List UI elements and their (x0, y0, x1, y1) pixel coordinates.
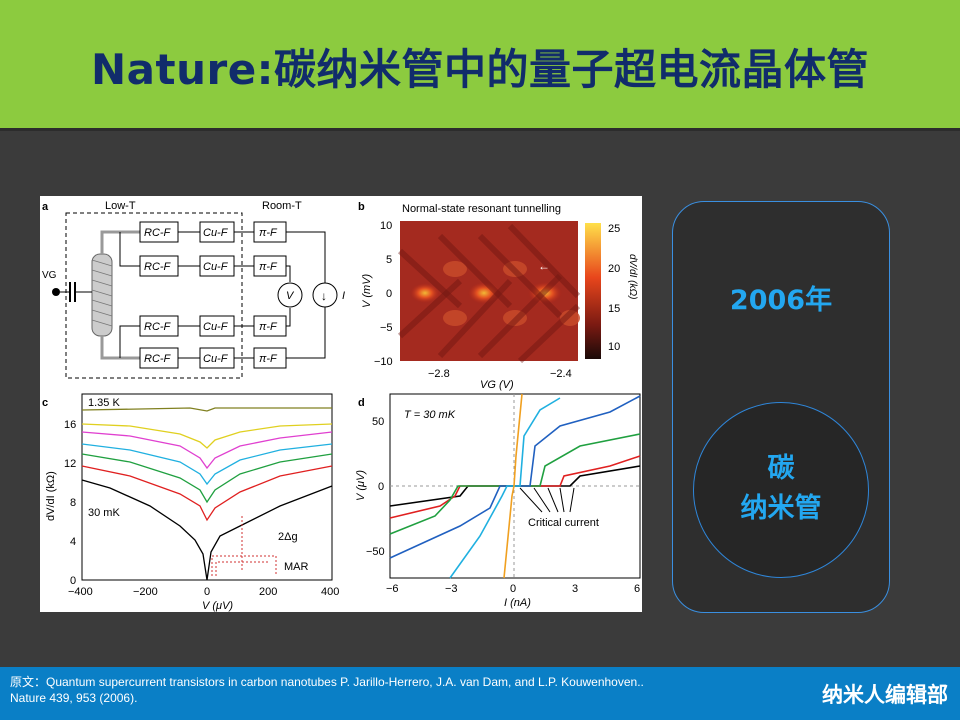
panel-c-frame (81, 393, 333, 581)
critical-current-label: Critical current (528, 517, 599, 529)
colorbar (585, 223, 601, 359)
citation: 原文：Quantum supercurrent transistors in c… (10, 674, 770, 706)
panel-b-xlabel: VG (V) (480, 379, 514, 391)
current-label: I (342, 290, 345, 302)
cu-label-2: Cu-F (203, 261, 229, 273)
cu-label-4: Cu-F (203, 353, 229, 365)
svg-text:16: 16 (64, 419, 76, 431)
svg-text:−2.8: −2.8 (428, 368, 450, 380)
panel-c-yticks: 16 12 8 4 0 (64, 419, 76, 587)
panel-d-temp: T = 30 mK (404, 409, 456, 421)
panel-d-xlabel: I (nA) (504, 597, 531, 609)
heatmap-arrow: ← (538, 259, 550, 273)
svg-text:−400: −400 (68, 586, 93, 598)
svg-text:12: 12 (64, 458, 76, 470)
figure-svg: a Low-T Room-T VG RC-F Cu-F π-F RC-F Cu-… (42, 200, 641, 612)
svg-text:50: 50 (372, 416, 384, 428)
panel-b-label: b (358, 201, 365, 213)
svg-text:−3: −3 (445, 583, 458, 595)
svg-text:3: 3 (572, 583, 578, 595)
panel-b-title: Normal-state resonant tunnelling (402, 203, 561, 215)
pi-label-3: π-F (259, 321, 278, 333)
panel-c-ylabel: dV/dI (kΩ) (45, 471, 57, 521)
svg-text:0: 0 (70, 575, 76, 587)
svg-text:−200: −200 (133, 586, 158, 598)
brand-label: 纳米人编辑部 (822, 683, 948, 707)
heatmap-blobs (397, 223, 581, 364)
panel-a-label: a (42, 201, 49, 213)
voltmeter-label: V (286, 290, 295, 302)
panel-c-curves (81, 407, 333, 581)
low-t-label: Low-T (105, 200, 136, 212)
svg-text:4: 4 (70, 536, 76, 548)
panel-c-xlabel: V (μV) (202, 600, 233, 612)
rc-label-4: RC-F (144, 353, 172, 365)
critical-current-arrows (519, 487, 575, 513)
svg-text:0: 0 (510, 583, 516, 595)
pi-label-1: π-F (259, 227, 278, 239)
gap-label: 2Δg (278, 531, 298, 543)
svg-text:8: 8 (70, 497, 76, 509)
topic-text: 碳 纳米管 (694, 449, 868, 529)
rc-label-3: RC-F (144, 321, 172, 333)
svg-text:15: 15 (608, 303, 620, 315)
panel-d-xticks: −6 −3 0 3 6 (386, 583, 640, 595)
svg-text:−10: −10 (374, 356, 393, 368)
voltmeter (277, 282, 303, 308)
panel-d-ylabel: V (μV) (355, 470, 367, 501)
temp-1-35k: 1.35 K (88, 397, 120, 409)
svg-text:20: 20 (608, 263, 620, 275)
room-t-label: Room-T (262, 200, 302, 212)
pi-label-2: π-F (259, 261, 278, 273)
rc-label-2: RC-F (144, 261, 172, 273)
colorbar-label: dV/dI (kΩ) (627, 254, 638, 299)
svg-text:200: 200 (259, 586, 277, 598)
citation-line-2: Nature 439, 953 (2006). (10, 691, 138, 705)
panel-d-label: d (358, 397, 365, 409)
panel-d-curves (389, 393, 641, 579)
svg-text:0: 0 (204, 586, 210, 598)
svg-text:400: 400 (321, 586, 339, 598)
panel-c-xticks: −400 −200 0 200 400 (68, 586, 339, 598)
info-card: 2006年 碳 纳米管 (672, 201, 890, 613)
nanotube-hatch (91, 259, 113, 327)
svg-text:0: 0 (378, 481, 384, 493)
svg-text:−50: −50 (366, 546, 385, 558)
panel-d-yticks: 50 0 −50 (366, 416, 385, 558)
vg-terminal (52, 288, 60, 296)
pi-label-4: π-F (259, 353, 278, 365)
current-arrow: ↓ (321, 289, 327, 303)
svg-text:10: 10 (608, 341, 620, 353)
low-t-box (65, 212, 243, 379)
colorbar-ticks: 25 20 15 10 (608, 223, 620, 353)
panel-b-xticks: −2.8 −2.4 (428, 368, 572, 380)
topic-circle: 碳 纳米管 (693, 402, 869, 578)
cu-label-3: Cu-F (203, 321, 229, 333)
svg-text:6: 6 (634, 583, 640, 595)
current-source (312, 282, 338, 308)
rc-label-1: RC-F (144, 227, 172, 239)
svg-text:−5: −5 (380, 322, 393, 334)
svg-text:−6: −6 (386, 583, 399, 595)
cu-label-1: Cu-F (203, 227, 229, 239)
panel-b-yticks: 10 5 0 −5 −10 (374, 220, 393, 368)
topic-line-2: 纳米管 (740, 493, 822, 524)
svg-text:5: 5 (386, 254, 392, 266)
svg-text:25: 25 (608, 223, 620, 235)
panel-c-label: c (42, 397, 48, 409)
citation-line-1: 原文：Quantum supercurrent transistors in c… (10, 675, 644, 689)
year-label: 2006年 (729, 285, 833, 316)
topic-line-1: 碳 (767, 453, 795, 484)
title-bar: Nature:碳纳米管中的量子超电流晶体管 (0, 0, 960, 131)
vg-label: VG (42, 270, 57, 281)
footer-bar: 原文：Quantum supercurrent transistors in c… (0, 667, 960, 720)
svg-text:−2.4: −2.4 (550, 368, 572, 380)
svg-text:10: 10 (380, 220, 392, 232)
temp-30mk: 30 mK (88, 507, 120, 519)
figure-image: a Low-T Room-T VG RC-F Cu-F π-F RC-F Cu-… (40, 196, 642, 612)
mar-label: MAR (284, 561, 309, 573)
slide-title: Nature:碳纳米管中的量子超电流晶体管 (91, 45, 869, 94)
panel-b-ylabel: V (mV) (361, 273, 373, 308)
svg-text:0: 0 (386, 288, 392, 300)
